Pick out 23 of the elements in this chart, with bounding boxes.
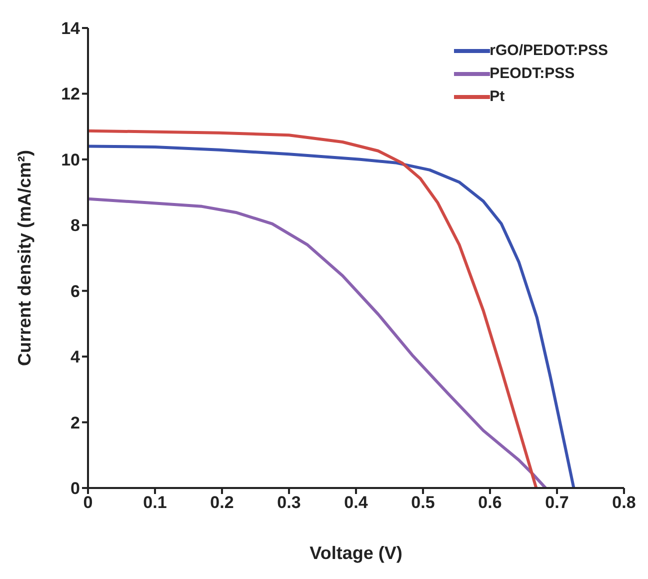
x-tick-label: 0.5 (411, 493, 435, 512)
y-tick-label: 12 (61, 84, 80, 104)
x-tick-label: 0.7 (545, 493, 569, 512)
x-axis-title: Voltage (V) (310, 542, 402, 563)
line-series (88, 197, 548, 488)
x-tick-label: 0.3 (277, 493, 301, 512)
legend-label: Pt (490, 88, 505, 105)
legend-label: rGO/PEDOT:PSS (490, 42, 608, 59)
y-tick-label: 8 (70, 216, 80, 236)
y-tick-label: 4 (70, 348, 81, 367)
y-tick-label: 0 (70, 479, 80, 498)
legend-label: PEODT:PSS (490, 65, 575, 82)
y-tick-label: 2 (70, 413, 80, 432)
y-tick-label: 14 (61, 19, 81, 38)
x-tick-label: 0.8 (612, 493, 636, 512)
x-tick-label: 0.1 (143, 493, 167, 512)
y-tick-label: 10 (61, 150, 80, 170)
x-tick-label: 0.2 (210, 493, 234, 512)
x-tick-label: 0 (83, 493, 93, 512)
x-tick-label: 0.6 (478, 493, 502, 512)
y-axis-title: Current density (mA/cm²) (14, 150, 34, 366)
y-tick-label: 6 (70, 282, 80, 301)
x-tick-label: 0.4 (344, 493, 368, 512)
